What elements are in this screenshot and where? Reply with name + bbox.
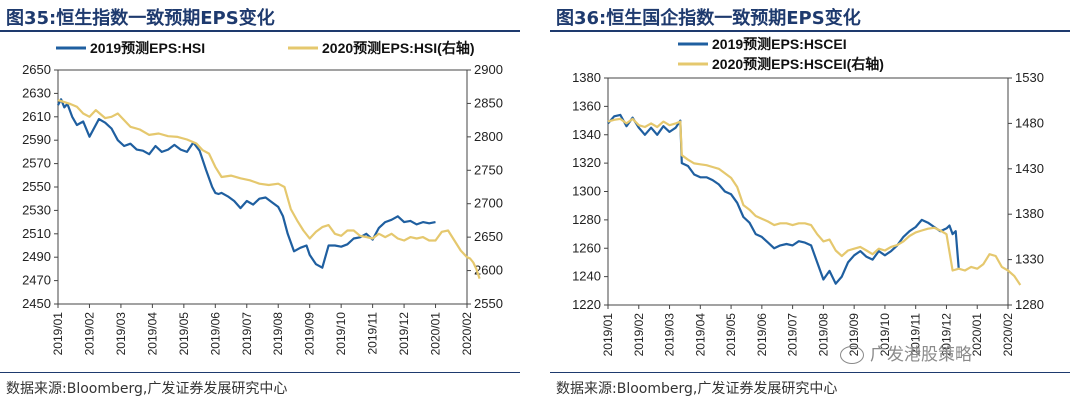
y-left-tick-label: 1340 [572,127,601,142]
x-tick-label: 2019/11 [366,312,380,355]
y-right-tick-label: 2800 [474,129,503,144]
watermark-text: 广发港股策略 [870,345,972,365]
x-tick-label: 2019/04 [693,313,707,357]
y-left-tick-label: 2630 [22,85,51,100]
series-line-1 [607,117,1022,286]
x-tick-label: 2019/02 [82,312,96,356]
y-left-tick-label: 1240 [572,269,601,284]
x-tick-label: 2019/01 [601,313,615,357]
x-tick-label: 2019/08 [271,312,285,356]
y-left-tick-label: 2490 [22,249,51,264]
source-rule [0,372,520,373]
x-tick-label: 2019/04 [145,312,159,356]
y-right-tick-label: 2600 [474,263,503,278]
series-line-0 [57,98,436,269]
series-line-1 [57,99,481,279]
x-tick-label: 2019/08 [816,313,830,357]
plot-frame [57,69,468,305]
x-tick-label: 2019/12 [397,312,411,356]
x-tick-label: 2019/06 [208,312,222,356]
x-tick-label: 2019/06 [755,313,769,357]
y-left-tick-label: 2510 [22,226,51,241]
source-note: 数据来源:Bloomberg,广发证券发展研究中心 [556,381,838,397]
y-left-tick-label: 1220 [572,297,601,312]
y-left-tick-label: 2450 [22,296,51,311]
y-left-tick-label: 2550 [22,179,51,194]
y-right-tick-label: 1280 [1015,297,1044,312]
x-tick-label: 2019/01 [51,312,65,356]
y-left-tick-label: 1360 [572,98,601,113]
title-rule [550,30,1070,32]
y-right-tick-label: 2550 [474,296,503,311]
plot-frame [607,77,1009,306]
y-right-tick-label: 2900 [474,62,503,77]
watermark: 广发港股策略 [840,340,972,365]
x-tick-label: 2020/02 [1001,313,1015,357]
y-left-tick-label: 1320 [572,155,601,170]
x-tick-label: 2019/07 [786,313,800,357]
x-tick-label: 2019/10 [334,312,348,356]
y-left-tick-label: 1280 [572,212,601,227]
source-rule [550,372,1070,373]
y-left-tick-label: 1260 [572,240,601,255]
x-tick-label: 2020/01 [970,313,984,357]
hsi-eps-chart: 2650 2630 2610 2590 2570 2550 2530 2510 2490 2470… [22,40,503,356]
x-tick-label: 2019/05 [177,312,191,356]
y-left-tick-label: 2590 [22,132,51,147]
y-right-tick-label: 1430 [1015,161,1044,176]
x-tick-label: 2020/01 [429,312,443,356]
y-left-tick-label: 2610 [22,109,51,124]
legend-label-0: 2019预测EPS:HSI [90,40,205,56]
source-note: 数据来源:Bloomberg,广发证券发展研究中心 [6,381,288,397]
x-tick-label: 2019/12 [939,313,953,357]
wechat-icon [840,346,864,364]
y-right-tick-label: 2850 [474,95,503,110]
y-left-tick-label: 1300 [572,184,601,199]
y-right-tick-label: 1480 [1015,115,1044,130]
y-left-tick-label: 2570 [22,156,51,171]
hscei-eps-chart: 1380 1360 1340 1320 1300 1280 1260 1240 1220 1530… [572,36,1044,357]
x-tick-label: 2019/02 [632,313,646,357]
x-tick-label: 2019/03 [663,313,677,357]
series-line-0 [607,113,960,285]
y-right-tick-label: 1380 [1015,206,1044,221]
x-tick-label: 2019/05 [724,313,738,357]
x-tick-label: 2019/10 [878,313,892,357]
y-left-tick-label: 2530 [22,202,51,217]
chart-title: 图36:恒生国企指数一致预期EPS变化 [556,8,861,29]
x-tick-label: 2019/07 [240,312,254,356]
chart-panel-hsi: 图35:恒生指数一致预期EPS变化 2650 2630 2610 2590 2570 25… [0,0,530,403]
legend-label-1: 2020预测EPS:HSI(右轴) [322,40,474,56]
y-left-tick-label: 1380 [572,70,601,85]
chart-panel-hscei: 图36:恒生国企指数一致预期EPS变化 1380 1360 1340 1320 1300… [550,0,1080,403]
y-right-tick-label: 2700 [474,196,503,211]
x-tick-label: 2020/02 [460,312,474,356]
y-left-tick-label: 2650 [22,62,51,77]
x-tick-label: 2019/09 [847,313,861,357]
title-rule [0,30,520,32]
x-tick-label: 2019/09 [303,312,317,356]
x-tick-label: 2019/11 [909,313,923,356]
y-right-tick-label: 1530 [1015,70,1044,85]
chart-title: 图35:恒生指数一致预期EPS变化 [6,8,275,29]
y-left-tick-label: 2470 [22,273,51,288]
legend-label-0: 2019预测EPS:HSCEI [712,36,847,52]
legend-label-1: 2020预测EPS:HSCEI(右轴) [712,56,884,72]
y-right-tick-label: 2750 [474,162,503,177]
y-right-tick-label: 2650 [474,229,503,244]
x-tick-label: 2019/03 [114,312,128,356]
y-right-tick-label: 1330 [1015,252,1044,267]
